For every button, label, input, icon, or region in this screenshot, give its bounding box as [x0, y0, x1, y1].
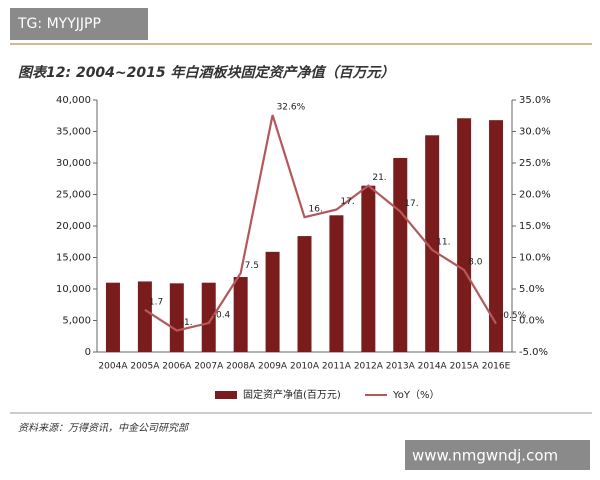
legend-label: YoY（%）: [392, 389, 440, 401]
data-label: -0.5%: [500, 311, 527, 321]
data-label: 8.0: [468, 258, 483, 268]
line: [144, 114, 497, 332]
bar: [201, 282, 216, 352]
y2-tick-label: 5.0%: [519, 284, 544, 295]
data-label: 17.: [404, 199, 418, 209]
x-tick-label: 2016E: [482, 362, 511, 372]
legend-swatch: [215, 391, 237, 399]
x-tick-label: 2005A: [130, 362, 160, 372]
y2-tick-label: 25.0%: [519, 158, 551, 169]
y-tick-label: 40,000: [56, 95, 91, 106]
bar: [169, 283, 184, 352]
watermark: TG: MYYJJPP: [17, 16, 101, 32]
bar: [233, 277, 248, 352]
bar: [457, 118, 472, 353]
x-tick-label: 2004A: [98, 362, 128, 372]
y2-tick-label: 15.0%: [519, 221, 551, 232]
chart-title: 图表12: 2004~2015 年白酒板块固定资产净值（百万元）: [18, 64, 395, 81]
x-tick-label: 2007A: [194, 362, 224, 372]
x-tick-label: 2008A: [226, 362, 256, 372]
x-tick-label: 2011A: [322, 362, 352, 372]
data-label: 21.: [372, 173, 386, 183]
bar: [297, 236, 312, 352]
data-label: 7.5: [245, 261, 259, 271]
data-label: 11.: [436, 237, 450, 247]
bar: [425, 135, 440, 352]
y-tick-label: 0: [85, 347, 91, 358]
y2-tick-label: 35.0%: [519, 95, 551, 106]
data-label: 16.: [309, 205, 323, 215]
y2-tick-label: 20.0%: [519, 190, 551, 201]
y-tick-label: 10,000: [56, 284, 91, 295]
watermark-box: [10, 8, 148, 40]
y-tick-label: 20,000: [56, 221, 91, 232]
bar: [393, 157, 408, 352]
x-tick-label: 2009A: [258, 362, 288, 372]
y2-tick-label: 30.0%: [519, 127, 551, 138]
data-label: 32.6%: [277, 103, 306, 113]
y-tick-label: 25,000: [56, 190, 91, 201]
bar: [329, 215, 344, 352]
y-tick-label: 35,000: [56, 127, 91, 138]
x-tick-label: 2012A: [354, 362, 384, 372]
bar: [105, 282, 120, 352]
bar: [137, 281, 152, 352]
legend-label: 固定资产净值(百万元): [243, 388, 341, 401]
source: 资料来源：万得资讯，中金公司研究部: [18, 422, 190, 434]
x-tick-label: 2006A: [162, 362, 192, 372]
x-tick-label: 2010A: [290, 362, 320, 372]
watermark-box: [405, 440, 590, 470]
y-tick-label: 30,000: [56, 158, 91, 169]
y-tick-label: 5,000: [62, 316, 91, 327]
x-tick-label: 2014A: [418, 362, 448, 372]
y-tick-label: 15,000: [56, 253, 91, 264]
data-label: -1.: [181, 318, 193, 328]
y2-tick-label: 10.0%: [519, 253, 551, 264]
y2-tick-label: 0.0%: [519, 316, 544, 327]
watermark: www.nmgwndj.com: [412, 447, 558, 465]
x-tick-label: 2013A: [386, 362, 416, 372]
data-label: 17.: [340, 197, 354, 207]
x-tick-label: 2015A: [450, 362, 480, 372]
bar: [361, 185, 376, 352]
bar: [265, 251, 280, 352]
y2-tick-label: -5.0%: [519, 347, 548, 358]
bar: [489, 120, 504, 352]
data-label: -0.4: [213, 311, 231, 321]
data-label: 1.7: [149, 297, 163, 307]
